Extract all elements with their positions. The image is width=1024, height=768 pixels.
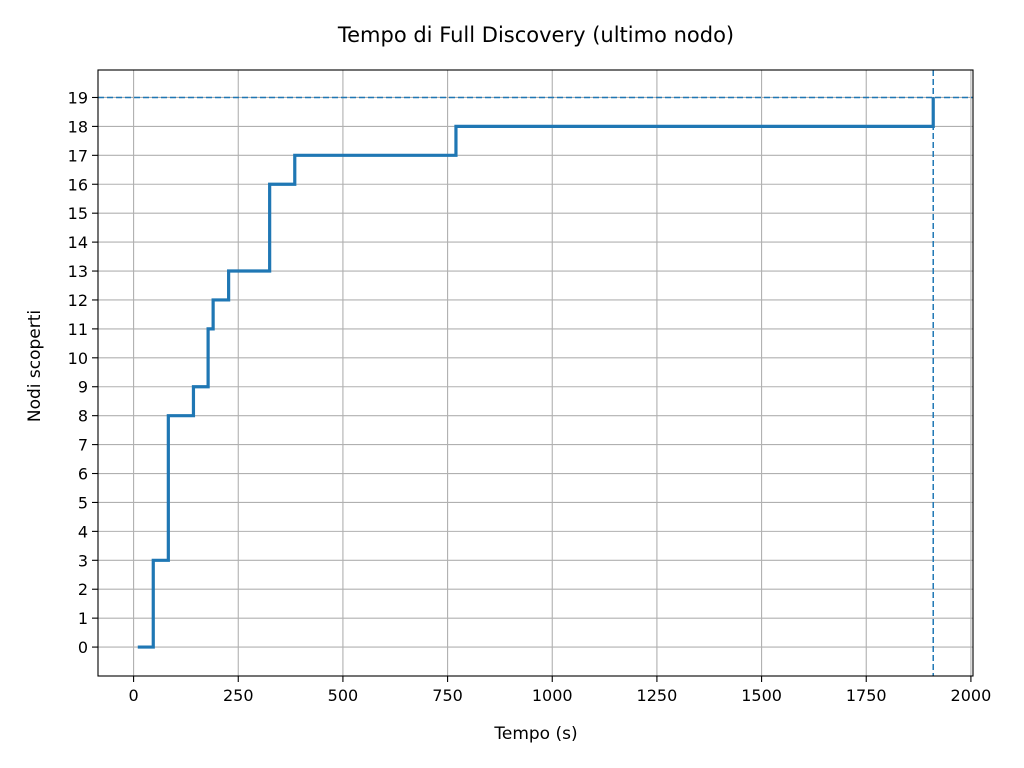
x-axis-label: Tempo (s) [493, 724, 577, 744]
x-tick-label: 0 [128, 686, 138, 705]
y-tick-label: 3 [78, 551, 88, 570]
plot-frame [97, 69, 974, 677]
x-tick-label: 1500 [741, 686, 782, 705]
y-tick-label: 6 [78, 465, 88, 484]
y-tick-label: 10 [68, 349, 88, 368]
y-tick-label: 0 [78, 638, 88, 657]
x-tick-label: 250 [223, 686, 254, 705]
y-tick-label: 15 [68, 204, 88, 223]
y-tick-label: 9 [78, 378, 88, 397]
x-tick-label: 1250 [637, 686, 678, 705]
y-tick-label: 5 [78, 493, 88, 512]
y-tick-label: 11 [68, 320, 88, 339]
series [137, 97, 935, 649]
x-tick-label: 500 [328, 686, 359, 705]
chart-title: Tempo di Full Discovery (ultimo nodo) [337, 23, 734, 47]
y-tick-label: 14 [68, 233, 88, 252]
x-tick-label: 750 [432, 686, 463, 705]
y-tick-label: 8 [78, 407, 88, 426]
y-tick-label: 19 [68, 88, 88, 107]
x-tick-label: 2000 [951, 686, 992, 705]
x-tick-label: 1750 [846, 686, 887, 705]
y-tick-label: 7 [78, 436, 88, 455]
y-tick-label: 12 [68, 291, 88, 310]
y-tick-label: 1 [78, 609, 88, 628]
y-tick-label: 18 [68, 117, 88, 136]
y-tick-label: 13 [68, 262, 88, 281]
y-tick-label: 16 [68, 175, 88, 194]
reference-lines [98, 70, 973, 676]
y-tick-label: 4 [78, 522, 88, 541]
x-tick-label: 1000 [532, 686, 573, 705]
y-tick-label: 2 [78, 580, 88, 599]
x-axis-ticks: 0 250 500 750 1000 1250 1500 1750 2000 [128, 676, 991, 705]
y-axis-label: Nodi scoperti [25, 310, 45, 422]
y-tick-label: 17 [68, 146, 88, 165]
series-step-line [137, 97, 935, 649]
